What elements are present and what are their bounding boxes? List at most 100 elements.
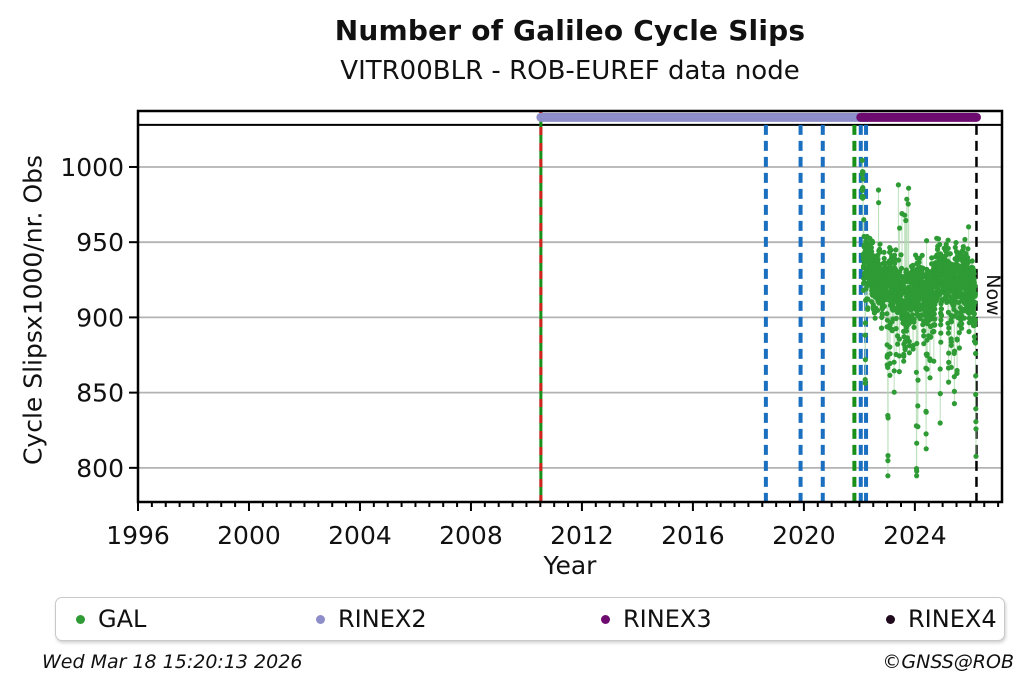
gal-data-point bbox=[972, 317, 979, 323]
legend-label: RINEX4 bbox=[908, 605, 997, 633]
gal-data-point bbox=[919, 252, 925, 258]
gal-data-point bbox=[881, 249, 887, 255]
gal-data-point bbox=[884, 317, 891, 323]
gal-data-point bbox=[895, 182, 902, 188]
legend-entry-rinex2: RINEX2 bbox=[316, 598, 427, 640]
gal-data-point bbox=[923, 409, 929, 415]
gal-data-point bbox=[910, 262, 916, 268]
gal-data-point bbox=[887, 351, 893, 357]
gal-data-point bbox=[914, 473, 920, 479]
gal-data-point bbox=[956, 330, 962, 336]
gal-data-point bbox=[879, 312, 885, 318]
chart-subtitle: VITR00BLR - ROB-EUREF data node bbox=[340, 56, 800, 86]
x-tick-label: 2004 bbox=[328, 521, 392, 550]
gal-data-point bbox=[973, 453, 979, 459]
gal-data-point bbox=[932, 322, 938, 328]
gal-data-point bbox=[860, 169, 866, 175]
gal-data-point bbox=[913, 369, 920, 375]
y-tick-label: 800 bbox=[76, 454, 124, 483]
x-tick-label: 2008 bbox=[439, 521, 503, 550]
gal-data-point bbox=[868, 245, 875, 251]
gal-data-point bbox=[928, 334, 934, 340]
plot-timestamp: Wed Mar 18 15:20:13 2026 bbox=[42, 651, 303, 673]
gal-data-point bbox=[915, 424, 921, 430]
gal-data-point bbox=[870, 239, 876, 246]
gal-data-point bbox=[931, 311, 937, 317]
gal-data-point bbox=[972, 291, 978, 297]
x-tick-label: 1996 bbox=[106, 521, 170, 550]
gal-data-point bbox=[954, 337, 960, 343]
gal-data-point bbox=[948, 319, 955, 325]
x-tick-label: 2000 bbox=[217, 521, 281, 550]
gal-data-point bbox=[909, 312, 916, 318]
gal-data-point bbox=[971, 311, 978, 317]
gal-data-point bbox=[860, 176, 866, 182]
gal-data-point bbox=[901, 353, 907, 359]
gal-data-point bbox=[876, 200, 882, 206]
gal-data-point bbox=[893, 247, 899, 253]
gal-data-point bbox=[872, 315, 878, 321]
gal-data-point bbox=[869, 249, 875, 255]
gal-data-point bbox=[885, 458, 891, 464]
gal-data-point bbox=[924, 366, 930, 372]
gal-data-point bbox=[929, 255, 935, 261]
gal-data-point bbox=[906, 338, 912, 345]
rinex3-dot-icon bbox=[601, 614, 610, 624]
gal-data-point bbox=[932, 316, 938, 322]
gal-data-point bbox=[931, 328, 937, 335]
gal-data-point bbox=[891, 359, 897, 365]
gal-data-point bbox=[954, 367, 960, 374]
gal-data-point bbox=[966, 329, 972, 335]
legend-label: GAL bbox=[98, 605, 147, 633]
y-tick-label: 950 bbox=[76, 228, 124, 257]
gal-data-point bbox=[901, 358, 907, 364]
gal-data-point bbox=[938, 339, 944, 345]
gal-data-point bbox=[891, 252, 898, 258]
gal-data-point bbox=[865, 296, 871, 302]
gal-data-point bbox=[937, 366, 943, 372]
gal-data-point bbox=[960, 244, 966, 250]
gal-data-point bbox=[887, 344, 893, 350]
gal-data-point bbox=[946, 325, 952, 331]
gal-data-point bbox=[865, 305, 871, 311]
legend-label: RINEX2 bbox=[338, 605, 427, 633]
gal-data-point bbox=[879, 325, 885, 331]
gal-data-point bbox=[953, 240, 959, 246]
gal-data-point bbox=[973, 426, 979, 432]
gal-data-point bbox=[965, 258, 972, 264]
gal-data-point bbox=[921, 333, 927, 339]
gal-data-point bbox=[916, 259, 922, 265]
gal-data-point bbox=[923, 431, 929, 437]
gal-data-point bbox=[887, 372, 893, 378]
gal-data-point bbox=[973, 391, 979, 398]
now-line-label: Now bbox=[982, 274, 1004, 316]
gal-data-point bbox=[896, 257, 902, 263]
gal-data-point bbox=[954, 309, 960, 315]
gal-data-point bbox=[938, 322, 944, 328]
gal-data-point bbox=[935, 236, 942, 242]
gal-data-point bbox=[923, 446, 929, 452]
gal-data-point bbox=[971, 271, 977, 277]
gal-data-point bbox=[859, 157, 865, 163]
gal-data-point bbox=[948, 339, 955, 345]
gal-data-point bbox=[945, 237, 951, 243]
gal-data-point bbox=[860, 185, 866, 191]
gal-data-point bbox=[914, 468, 920, 474]
gal-data-point bbox=[921, 328, 927, 334]
gal-data-point bbox=[946, 379, 952, 385]
gal-data-point bbox=[915, 403, 921, 409]
rinex2-dot-icon bbox=[316, 614, 325, 624]
gal-data-point bbox=[906, 350, 913, 356]
gal-data-point bbox=[881, 303, 888, 309]
gal-data-point bbox=[885, 473, 891, 479]
gal-data-point bbox=[924, 351, 930, 357]
gal-data-point bbox=[906, 343, 913, 349]
gal-data-point bbox=[914, 340, 920, 347]
gal-data-point bbox=[956, 345, 963, 351]
gal-data-point bbox=[947, 251, 953, 257]
y-tick-label: 850 bbox=[76, 379, 124, 408]
gal-data-point bbox=[965, 246, 971, 252]
x-tick-label: 2016 bbox=[661, 521, 725, 550]
gal-data-point bbox=[972, 283, 978, 289]
